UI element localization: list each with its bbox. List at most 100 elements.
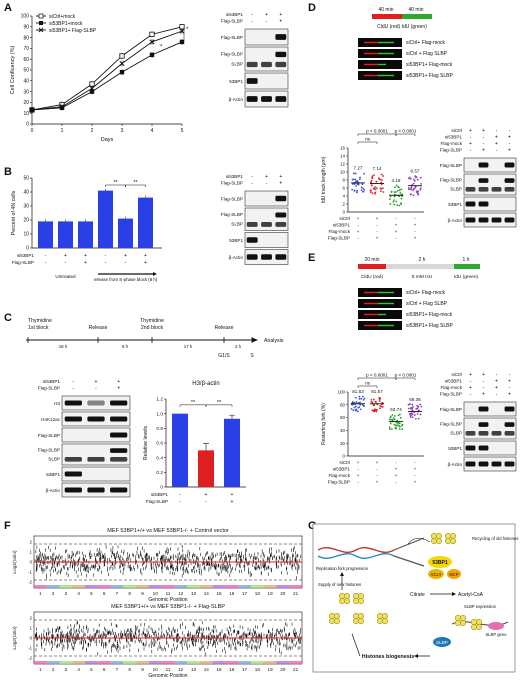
data-point <box>411 408 414 410</box>
data-point <box>389 203 392 205</box>
row-mark: + <box>395 224 398 229</box>
row-mark: + <box>205 492 208 498</box>
blot-band-label: Flag-SLBP <box>38 447 60 452</box>
blot-band <box>261 221 272 227</box>
idu-track-scatter: 0 2 4 6 8 10 12 14 16 IdU track length (μm) 7.27 7.… <box>321 129 424 242</box>
chromosome-band <box>85 661 98 664</box>
blot-lane-mark: + <box>117 379 120 385</box>
significance-bracket <box>357 141 378 144</box>
y-tick-label: 0.4 <box>156 455 163 461</box>
blot-band <box>275 51 287 58</box>
blot-row-label: Flag-mock <box>441 141 463 146</box>
row-label: Flag-mock <box>329 229 351 234</box>
y-tick-label: 50 <box>23 68 29 74</box>
y-axis-label: IdU track length (μm) <box>321 156 327 203</box>
chromosome-band <box>250 661 264 664</box>
data-point <box>351 183 354 185</box>
significance-bracket <box>357 377 397 380</box>
bar <box>38 221 53 248</box>
chromosome-label: 1 <box>39 667 42 672</box>
row-mark: + <box>414 237 417 242</box>
arrow-head <box>414 654 418 658</box>
data-point <box>371 401 374 404</box>
chromosome-label: 11 <box>166 591 171 596</box>
data-point <box>400 202 403 205</box>
data-point <box>417 405 420 408</box>
row-mark: - <box>105 260 107 266</box>
data-point <box>397 424 400 427</box>
chromosome-label: 15 <box>216 667 222 672</box>
bp-label: 53BP1 <box>432 560 448 566</box>
bar <box>58 221 73 248</box>
data-point <box>362 398 365 401</box>
data-point <box>397 186 400 189</box>
blot-box <box>463 173 517 196</box>
y-axis-label: Relative levels <box>143 426 149 461</box>
bar <box>224 418 240 487</box>
bar <box>138 197 153 248</box>
data-point <box>401 428 404 431</box>
blot-lane-mark: - <box>251 174 253 180</box>
data-point <box>379 405 382 407</box>
y-tick-label: 10 <box>23 111 29 117</box>
fiber-label: si53BP1+ Flag-mock <box>406 312 453 318</box>
x-axis-label: Days <box>101 137 114 143</box>
y-tick-label: 2 <box>30 616 33 621</box>
new-histone <box>357 617 365 625</box>
blot-lane-mark: + <box>508 148 511 154</box>
blot-box <box>244 190 289 207</box>
data-point <box>351 401 354 403</box>
pulse-caption: IdU (green) <box>454 274 479 280</box>
blot-row-label: Flag-mock <box>441 385 463 390</box>
blot-lane-mark: - <box>266 181 268 187</box>
panel-b-chart: 0 10 20 30 40 50 Percent of 4N cells ** ** si53BP… <box>8 168 173 288</box>
ncp-protein <box>447 569 461 579</box>
y-tick-label: 0 <box>160 485 163 491</box>
data-point <box>361 395 364 398</box>
blot-row-label: Flag-SLBP <box>440 392 462 397</box>
data-point <box>395 184 398 187</box>
data-point <box>371 184 373 187</box>
pulse-caption: CldU (red) <box>361 274 384 280</box>
row-label: si53BP1 <box>17 253 35 258</box>
data-point <box>413 179 416 182</box>
arrow-head <box>452 592 456 596</box>
data-point <box>179 39 185 45</box>
data-point <box>408 413 411 415</box>
panel-c-western-blot: si53BP1- + +Flag-SLBP - - +H3H4K12acFlag-SLBP… <box>38 379 131 498</box>
chromosome-band <box>72 661 86 664</box>
blot-lane-mark: + <box>482 128 485 134</box>
chromosome-band <box>263 585 277 588</box>
row-mark: + <box>231 492 234 498</box>
blot-band-label: Flag-SLBP <box>440 421 462 426</box>
data-point <box>371 176 374 179</box>
row-mark: + <box>357 230 360 235</box>
bar <box>118 218 133 248</box>
row-mark: + <box>414 481 417 486</box>
data-point <box>393 195 396 198</box>
duration-label: 18 h <box>59 344 68 349</box>
acetylated-nucleosome <box>475 623 483 631</box>
biogenesis-arrow <box>351 633 361 657</box>
data-point <box>417 417 420 420</box>
fiber-label: siCtrl+ Flag-mock <box>406 290 446 296</box>
blot-band <box>110 416 128 422</box>
blot-box <box>463 401 517 417</box>
blot-lane-mark: - <box>251 19 253 25</box>
blot-lane-mark: + <box>279 12 282 18</box>
data-point <box>378 398 381 401</box>
significance-bracket <box>357 385 378 388</box>
data-point <box>418 409 420 412</box>
duration-label: 17 h <box>184 344 193 349</box>
blot-lane-mark: + <box>508 392 511 398</box>
chromosome-band <box>225 661 239 664</box>
significance-bracket <box>395 133 416 136</box>
data-point <box>359 401 361 404</box>
blot-lane-mark: - <box>509 385 511 391</box>
bar <box>78 221 93 248</box>
y-tick-label: 2 <box>30 540 33 545</box>
blot-lane-mark: + <box>495 135 498 141</box>
data-point <box>370 398 373 401</box>
blot-lane-mark: - <box>266 19 268 25</box>
blot-row-label: si53BP1 <box>226 174 244 179</box>
